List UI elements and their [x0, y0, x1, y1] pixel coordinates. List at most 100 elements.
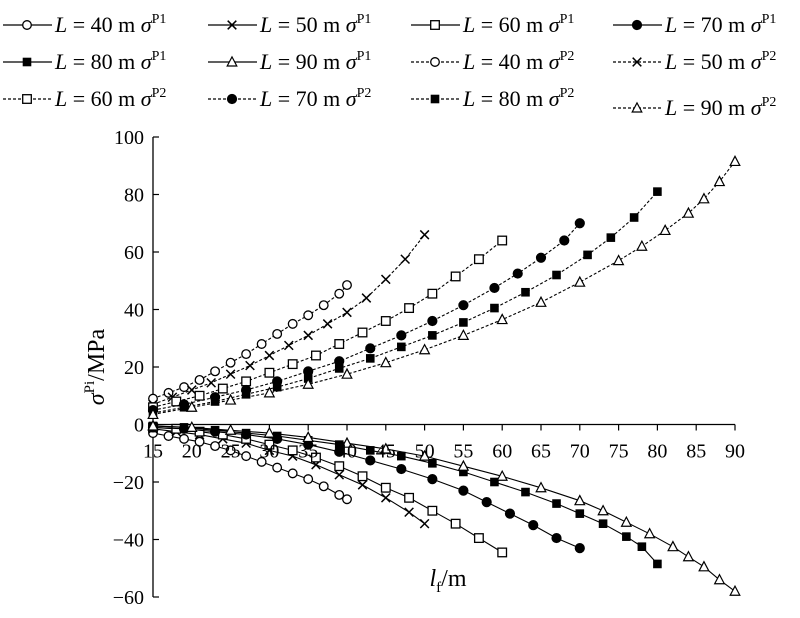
data-point	[535, 295, 547, 307]
series-line	[152, 161, 736, 415]
data-point	[489, 282, 500, 294]
data-point	[575, 509, 585, 518]
y-tick-label: 80	[124, 185, 144, 207]
data-point	[427, 505, 438, 516]
data-point	[450, 518, 461, 529]
data-point	[481, 497, 492, 508]
legend: L = 40 m σP1 L = 50 m σP1 L = 60 m σP1 L = …	[3, 12, 776, 120]
legend-marker	[430, 20, 440, 30]
legend-label: L = 60 m σP1	[462, 12, 574, 37]
series-L80-P2	[148, 187, 662, 418]
legend-label: L = 50 m σP1	[259, 12, 371, 37]
data-point	[380, 492, 391, 503]
data-point	[620, 515, 633, 527]
data-point	[179, 402, 189, 412]
data-point	[583, 250, 592, 260]
data-point	[225, 369, 236, 380]
data-point	[263, 386, 276, 398]
legend-marker	[22, 20, 32, 30]
y-tick-label: 20	[124, 357, 144, 379]
data-point	[380, 316, 391, 326]
data-point	[357, 327, 368, 338]
data-point	[698, 192, 710, 204]
data-point	[535, 481, 547, 493]
data-point	[397, 342, 406, 352]
data-point	[287, 445, 298, 456]
legend-entry: L = 50 m σP1	[208, 12, 371, 37]
data-point	[245, 360, 255, 371]
axis-labels: 100 80 60 40 20 0 −20 −40 −60 15 20 25 30 35 40 45 50 55 6…	[82, 127, 745, 609]
data-point	[241, 349, 252, 360]
y-tick-label: −20	[113, 472, 144, 494]
data-point	[574, 543, 585, 554]
legend-marker	[430, 57, 440, 67]
data-point	[334, 440, 344, 449]
legend-marker	[227, 20, 237, 30]
data-point	[622, 532, 631, 541]
data-point	[612, 254, 625, 266]
data-point	[598, 519, 608, 528]
x-tick-label: 70	[570, 441, 590, 463]
legend-entry: L = 90 m σP1	[208, 49, 371, 74]
data-point	[225, 445, 236, 456]
data-point	[179, 433, 189, 444]
series-L90-P2	[147, 155, 741, 420]
data-point	[497, 235, 508, 246]
data-point	[334, 461, 345, 472]
y-axis-title: σPi/MPa	[82, 328, 110, 405]
data-point	[256, 456, 267, 467]
data-point	[418, 449, 431, 461]
x-tick-label: 40	[337, 441, 357, 463]
data-point	[303, 474, 314, 485]
data-point	[428, 331, 437, 340]
data-point	[458, 485, 469, 496]
data-point	[653, 559, 662, 569]
series-line	[152, 234, 426, 405]
data-point	[342, 307, 352, 318]
data-point	[334, 339, 345, 349]
legend-marker	[631, 19, 643, 31]
x-tick-label: 65	[531, 441, 551, 463]
legend-marker	[22, 94, 32, 104]
data-point	[302, 431, 314, 443]
data-point	[272, 431, 282, 441]
data-point	[490, 303, 499, 313]
legend-label: L = 90 m σP1	[259, 49, 371, 74]
x-tick-label: 75	[609, 441, 629, 463]
axes	[152, 136, 736, 598]
y-tick-label: 100	[114, 127, 144, 149]
data-point	[365, 446, 375, 455]
data-point	[272, 382, 282, 392]
data-point	[334, 288, 345, 299]
legend-entry: L = 80 m σP2	[411, 86, 574, 111]
x-tick-label: 50	[415, 441, 435, 463]
data-point	[396, 463, 407, 475]
legend-marker	[631, 101, 643, 113]
legend-label: L = 50 m σP2	[664, 49, 776, 74]
x-tick-label: 25	[221, 441, 241, 463]
legend-marker	[430, 94, 440, 104]
data-point	[496, 469, 508, 481]
data-point	[217, 383, 228, 394]
data-point	[264, 439, 275, 450]
series-L50-P2	[148, 229, 430, 410]
data-point	[341, 367, 353, 379]
legend-entry: L = 80 m σP1	[3, 49, 166, 74]
data-point	[357, 480, 368, 490]
legend-entry: L = 40 m σP2	[411, 49, 574, 74]
data-point	[473, 254, 484, 265]
data-point	[186, 400, 198, 412]
series-line	[152, 425, 736, 592]
data-point	[404, 492, 415, 503]
legend-marker	[632, 57, 642, 67]
data-point	[597, 504, 609, 516]
data-point	[365, 343, 376, 354]
data-point	[241, 451, 252, 462]
data-point	[380, 442, 392, 454]
data-point	[147, 408, 159, 420]
data-point	[653, 187, 662, 196]
data-point	[496, 313, 508, 325]
x-tick-label: 45	[376, 441, 396, 463]
legend-label: L = 40 m σP1	[54, 12, 166, 37]
data-point	[334, 469, 345, 480]
